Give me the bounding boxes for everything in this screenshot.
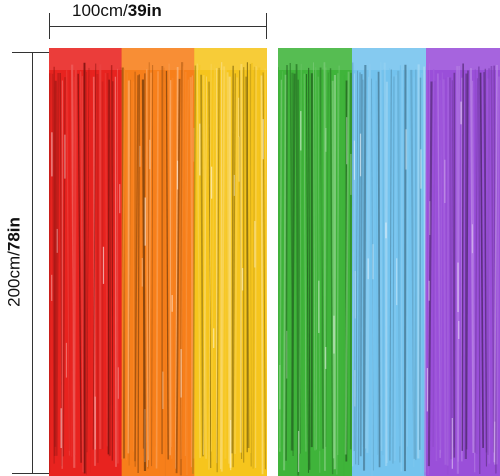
width-dimension-metric: 100cm/ (72, 1, 128, 20)
foil-curtain-right-graphic (278, 48, 500, 476)
width-dimension-line (49, 26, 267, 27)
foil-color-strip (49, 48, 123, 476)
height-dimension-label: 200cm/78in (4, 217, 24, 307)
foil-curtain-left (49, 48, 267, 476)
foil-color-strip (424, 48, 500, 476)
height-dimension-metric: 200cm/ (4, 251, 24, 307)
foil-color-strip (278, 48, 353, 476)
width-dimension-tick-left (49, 13, 50, 39)
width-dimension-imperial: 39in (127, 1, 162, 20)
height-dimension-line (32, 52, 33, 474)
height-dimension-tick-top (12, 52, 52, 53)
height-dimension-imperial: 78in (4, 217, 24, 252)
foil-curtain-right (278, 48, 500, 476)
width-dimension-tick-right (266, 13, 267, 39)
height-dimension-tick-bottom (12, 473, 52, 474)
foil-color-strip (192, 48, 267, 476)
foil-color-strip (351, 48, 427, 476)
foil-curtain-left-graphic (49, 48, 267, 476)
foil-color-strip (121, 48, 195, 476)
width-dimension-label: 100cm/39in (72, 2, 162, 19)
